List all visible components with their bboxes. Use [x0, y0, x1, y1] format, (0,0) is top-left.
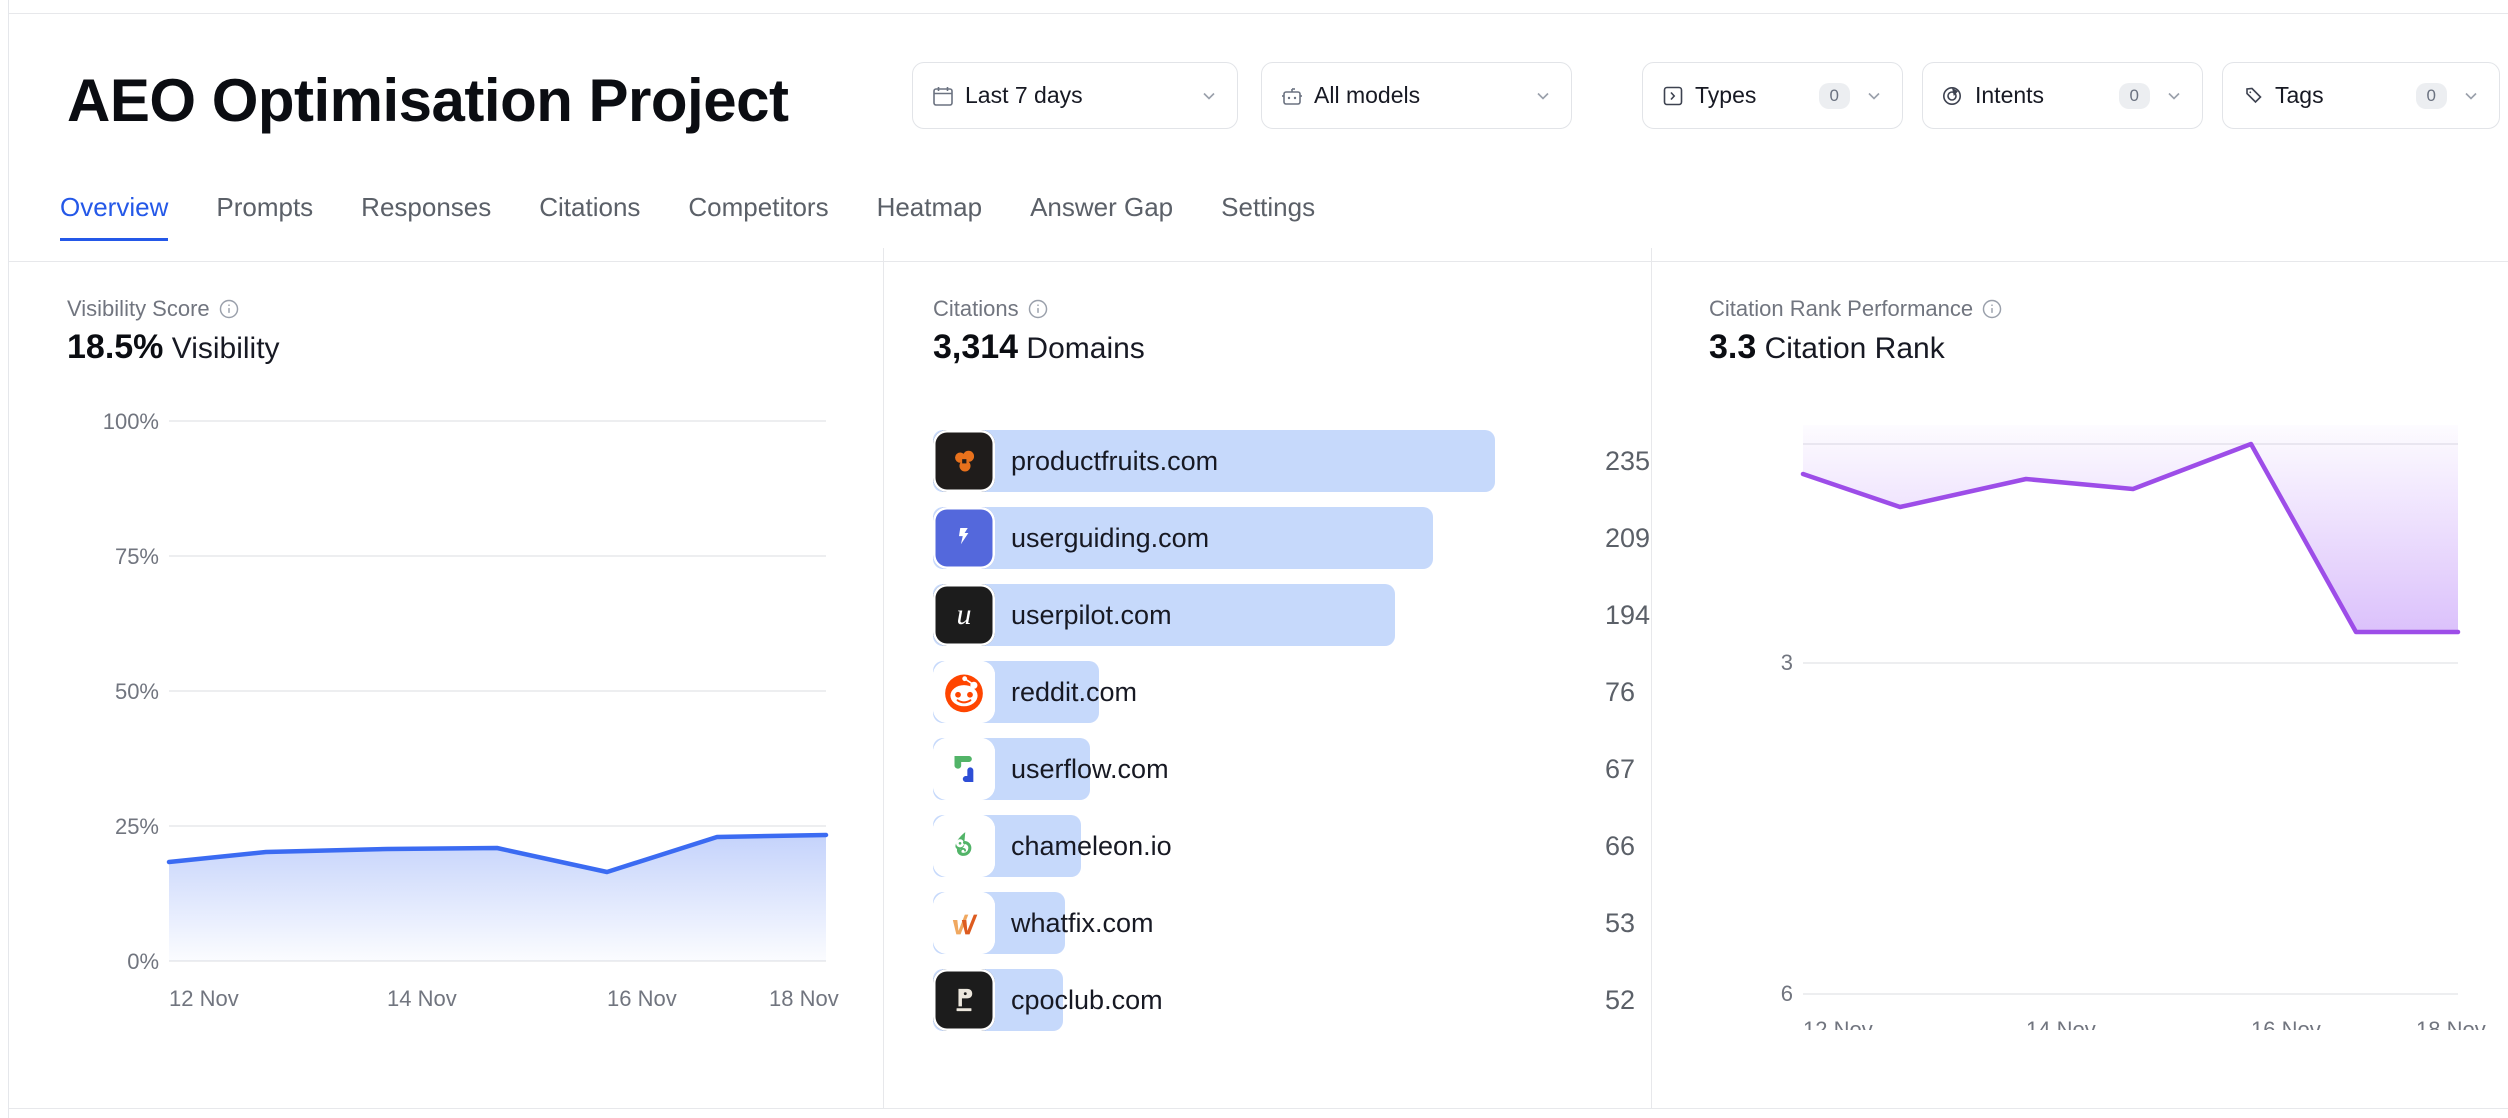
- svg-text:100%: 100%: [103, 410, 159, 434]
- svg-text:18 Nov: 18 Nov: [2416, 1017, 2486, 1030]
- svg-text:3: 3: [1781, 650, 1793, 675]
- svg-text:16 Nov: 16 Nov: [607, 986, 677, 1011]
- svg-text:25%: 25%: [115, 814, 159, 839]
- svg-text:12 Nov: 12 Nov: [1803, 1017, 1873, 1030]
- svg-text:6: 6: [1781, 981, 1793, 1006]
- svg-text:12 Nov: 12 Nov: [169, 986, 239, 1011]
- svg-text:16 Nov: 16 Nov: [2251, 1017, 2321, 1030]
- svg-text:14 Nov: 14 Nov: [2026, 1017, 2096, 1030]
- svg-text:50%: 50%: [115, 679, 159, 704]
- svg-text:75%: 75%: [115, 544, 159, 569]
- svg-text:14 Nov: 14 Nov: [387, 986, 457, 1011]
- svg-text:0%: 0%: [127, 949, 159, 974]
- svg-text:18 Nov: 18 Nov: [769, 986, 839, 1011]
